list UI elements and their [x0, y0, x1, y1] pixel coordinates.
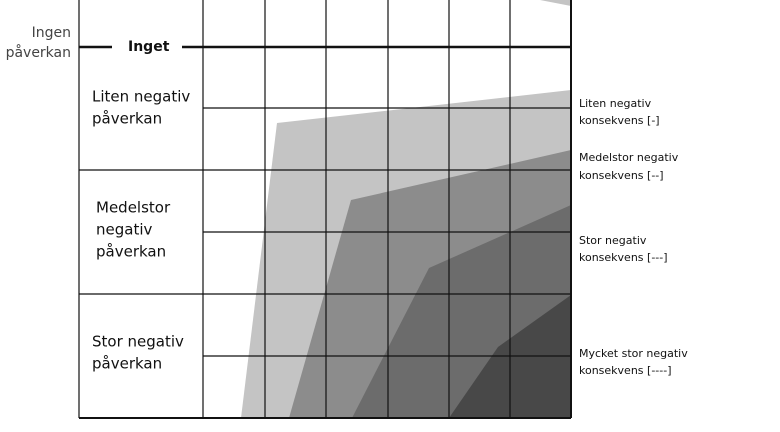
consequence-label: konsekvens [--]	[579, 169, 664, 182]
row-label: påverkan	[96, 243, 166, 261]
outside-label: påverkan	[6, 44, 71, 61]
consequence-label: Liten negativ	[579, 97, 652, 110]
row-label: påverkan	[92, 110, 162, 128]
row-label: Medelstor	[96, 199, 171, 217]
row-label: Stor negativ	[92, 333, 184, 351]
baseline-label: Inget	[128, 39, 170, 55]
row-label: påverkan	[92, 355, 162, 373]
consequence-label: Medelstor negativ	[579, 151, 679, 164]
grid	[78, 0, 572, 419]
row-label: negativ	[96, 221, 152, 239]
consequence-label: konsekvens [---]	[579, 251, 668, 264]
region-top	[540, 0, 571, 6]
consequence-label: konsekvens [-]	[579, 114, 660, 127]
row-label: Liten negativ	[92, 88, 190, 106]
consequence-label: konsekvens [----]	[579, 364, 672, 377]
outside-label: Ingen	[32, 25, 71, 41]
consequence-label: Mycket stor negativ	[579, 347, 688, 360]
regions	[241, 0, 571, 418]
consequence-label: Stor negativ	[579, 234, 647, 247]
